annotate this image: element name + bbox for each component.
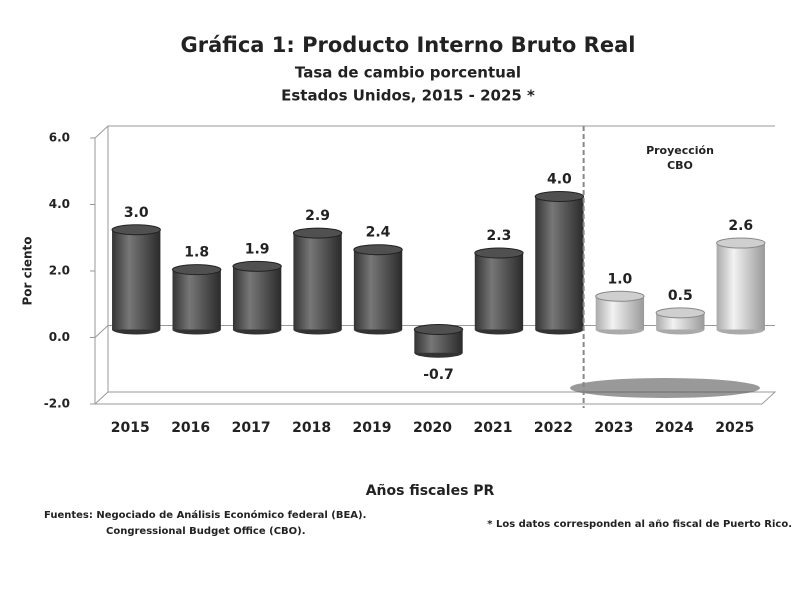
- data-label: 2.6: [728, 218, 753, 234]
- bar: [474, 253, 524, 330]
- x-tick-label: 2016: [171, 420, 210, 436]
- bar: [414, 329, 463, 353]
- x-tick-label: 2022: [534, 420, 573, 436]
- x-tick-label: 2019: [353, 420, 392, 436]
- bar-top: [413, 324, 464, 335]
- bar-top: [655, 307, 705, 319]
- x-tick-label: 2017: [232, 420, 271, 436]
- floor: [94, 391, 777, 405]
- chart-subtitle: Tasa de cambio porcentual: [295, 64, 521, 82]
- data-label: 1.8: [184, 245, 209, 261]
- annotation: CBO: [667, 159, 693, 172]
- x-tick-label: 2020: [413, 420, 452, 436]
- bar: [595, 296, 645, 330]
- data-label: -0.7: [423, 367, 454, 383]
- bar-top: [716, 237, 766, 249]
- bar-top: [595, 290, 645, 302]
- data-label: 2.9: [305, 208, 330, 224]
- x-tick-label: 2018: [292, 420, 331, 436]
- bar-top: [534, 191, 585, 202]
- bar-top: [232, 260, 282, 272]
- y-tick-label: 2.0: [49, 264, 70, 278]
- chart-title: Gráfica 1: Producto Interno Bruto Real: [181, 33, 636, 57]
- y-tick-label: 6.0: [49, 131, 70, 145]
- bar-top: [474, 247, 524, 259]
- x-tick-label: 2021: [473, 420, 512, 436]
- bar: [232, 266, 282, 330]
- source: Congressional Budget Office (CBO).: [106, 526, 306, 537]
- source: Fuentes: Negociado de Análisis Económico…: [44, 509, 366, 521]
- x-axis-label: Años fiscales PR: [366, 483, 495, 499]
- bar: [172, 269, 221, 330]
- bar-top: [292, 227, 343, 239]
- y-tick-label: 4.0: [49, 197, 70, 211]
- bar: [535, 196, 584, 330]
- back-wall: [94, 125, 775, 139]
- bar-top: [172, 264, 222, 276]
- annotation: Proyección: [646, 144, 714, 157]
- y-tick-label: 0.0: [49, 330, 70, 344]
- data-label: 1.9: [245, 241, 270, 257]
- chart-subtitle: Estados Unidos, 2015 - 2025 *: [281, 87, 535, 105]
- shadow: [570, 378, 760, 398]
- data-label: 0.5: [668, 288, 693, 304]
- bar-top: [111, 224, 161, 236]
- data-label: 4.0: [547, 172, 572, 188]
- footnote: * Los datos corresponden al año fiscal d…: [487, 519, 792, 530]
- x-tick-label: 2015: [111, 420, 150, 436]
- bar-top: [353, 244, 403, 256]
- y-axis-label: Por ciento: [21, 236, 35, 305]
- data-label: 2.4: [366, 225, 391, 241]
- data-label: 3.0: [124, 205, 149, 221]
- bar: [112, 229, 161, 330]
- x-tick-label: 2023: [594, 420, 633, 436]
- x-tick-label: 2025: [715, 420, 754, 436]
- data-label: 2.3: [487, 228, 512, 244]
- bar: [716, 243, 765, 330]
- bar: [353, 249, 403, 330]
- bar: [293, 233, 342, 330]
- x-tick-label: 2024: [655, 420, 694, 436]
- data-label: 1.0: [607, 271, 632, 287]
- y-tick-label: -2.0: [44, 397, 70, 411]
